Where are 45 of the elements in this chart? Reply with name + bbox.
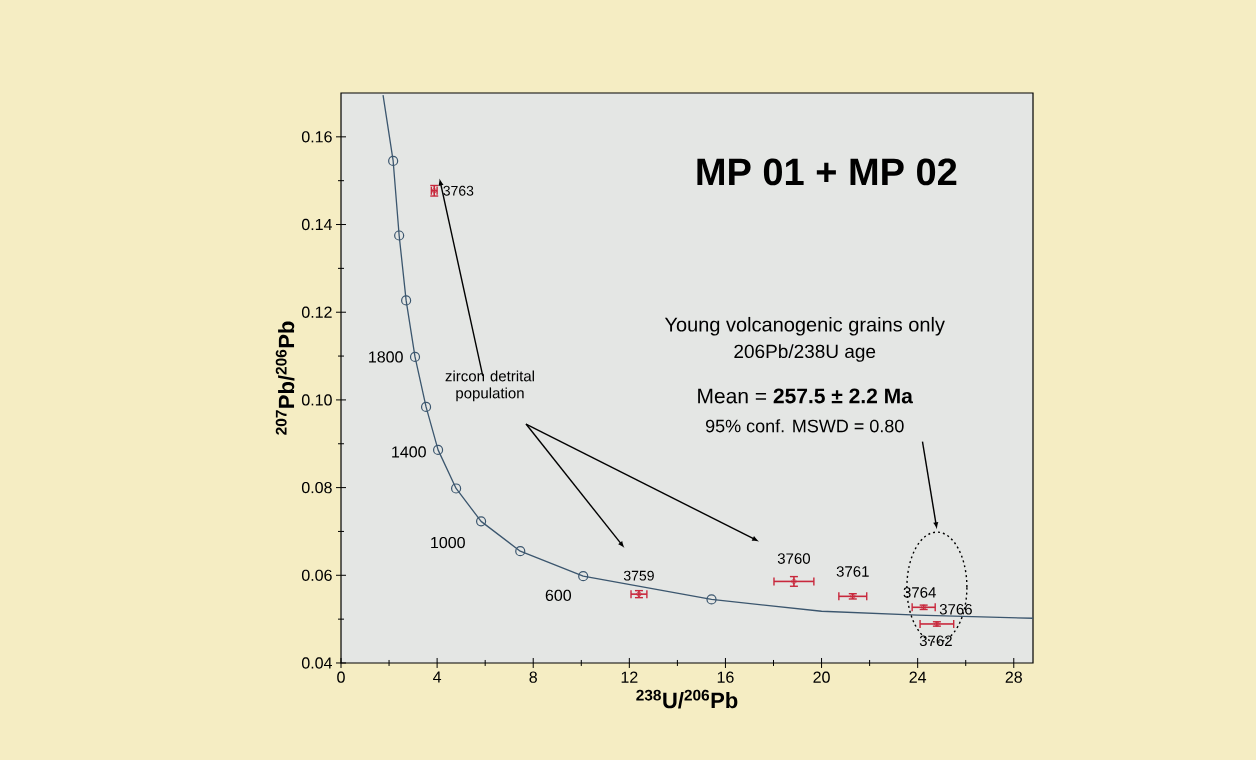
y-tick-label: 0.06 <box>301 569 332 581</box>
x-tick-label: 28 <box>1005 671 1022 683</box>
y-tick-label: 0.14 <box>301 218 332 231</box>
x-tick-label: 8 <box>529 671 537 683</box>
point <box>475 516 487 527</box>
annotation: 3763 <box>443 185 474 196</box>
annotation: 206Pb/238U age <box>734 344 876 362</box>
annotation: 600 <box>545 589 572 602</box>
annotation: 3764 <box>903 587 936 598</box>
point <box>401 295 412 306</box>
annotation: 3761 <box>836 566 869 577</box>
point <box>706 594 717 605</box>
annotation: 95% conf. MSWD = 0.80 <box>705 419 904 433</box>
annotation: Young volcanogenic grains only <box>664 316 945 336</box>
y-tick-label: 0.12 <box>301 306 332 318</box>
y-tick-label: 0.10 <box>301 394 332 406</box>
point <box>388 155 399 167</box>
x-axis-title: $^{238}$U/$^{206}$Pb <box>636 689 738 709</box>
point <box>515 546 526 557</box>
annotation: 1400 <box>392 446 426 458</box>
annotation: zircon detrital population <box>445 370 534 402</box>
annotation: 3762 <box>919 635 952 647</box>
annotation: 1800 <box>369 351 403 363</box>
text: MP 01 + MP 02 <box>697 158 957 186</box>
y-axis-title: $^{207}$Pb/$^{206}$Pb <box>275 321 295 435</box>
x-tick-label: 12 <box>621 671 638 683</box>
y-tick-label: 0.04 <box>301 657 332 669</box>
annotation: Mean = 257.5 ± 2.2 Ma <box>698 388 913 404</box>
annotation: 3759 <box>623 570 654 581</box>
point <box>578 571 589 582</box>
x-tick-label: 4 <box>433 671 442 683</box>
point <box>451 483 462 494</box>
point <box>420 401 432 413</box>
annotation: 3766 <box>939 603 972 615</box>
point <box>394 230 405 241</box>
annotation: 3760 <box>777 553 811 564</box>
point <box>432 444 444 455</box>
y-tick-label: 0.08 <box>301 481 332 494</box>
x-tick-label: 0 <box>337 671 345 683</box>
x-tick-label: 20 <box>813 671 830 683</box>
x-tick-label: 16 <box>717 671 734 683</box>
annotation: 1000 <box>431 536 465 549</box>
y-tick-label: 0.16 <box>301 131 332 143</box>
point <box>409 351 421 363</box>
x-tick-label: 24 <box>909 671 927 683</box>
